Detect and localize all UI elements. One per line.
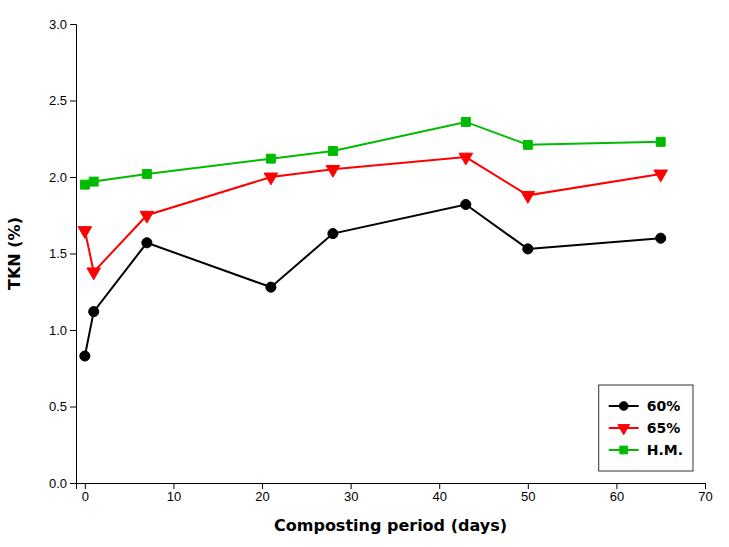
point — [523, 140, 532, 149]
x-tick-mark — [616, 483, 617, 489]
x-tick-label: 60 — [610, 489, 624, 504]
y-tick-label: 3.0 — [49, 17, 67, 32]
line — [85, 157, 661, 272]
point — [266, 154, 275, 163]
x-tick: 50 — [521, 483, 535, 504]
y-axis-line — [70, 25, 77, 484]
x-tick-label: 20 — [255, 489, 269, 504]
point — [461, 117, 470, 126]
point — [654, 170, 668, 182]
legend-label: 65% — [647, 420, 681, 436]
x-tick: 40 — [432, 483, 446, 504]
legend: 60% 65% H.M. — [599, 385, 693, 471]
point — [78, 227, 92, 239]
point — [87, 268, 101, 280]
x-tick-mark — [439, 483, 440, 489]
line — [85, 205, 661, 356]
y-tick-label: 1.0 — [49, 323, 67, 338]
point — [89, 307, 99, 317]
y-axis-title: TKN (%) — [5, 217, 24, 290]
y-tick: 0.0 — [49, 476, 76, 491]
point — [523, 244, 533, 254]
y-tick-label: 1.5 — [49, 246, 67, 261]
point — [328, 147, 337, 156]
y-tick-mark — [70, 330, 76, 331]
y-tick: 2.5 — [49, 93, 76, 108]
x-tick-label: 70 — [698, 489, 712, 504]
legend-label: H.M. — [647, 442, 683, 458]
x-tick-mark — [262, 483, 263, 489]
y-axis: 0.0 0.5 1.0 1.5 2.0 2.5 3.0 — [49, 17, 77, 491]
point — [326, 165, 340, 177]
point — [80, 180, 89, 189]
x-tick-mark — [351, 483, 352, 489]
x-tick: 30 — [344, 483, 358, 504]
x-tick-label: 30 — [344, 489, 358, 504]
point — [521, 191, 535, 203]
point — [264, 173, 278, 185]
y-tick: 0.5 — [49, 399, 76, 414]
legend-item: 60% — [609, 398, 681, 414]
point — [266, 282, 276, 292]
marks — [78, 117, 667, 361]
x-tick-label: 10 — [167, 489, 181, 504]
x-tick: 0 — [82, 483, 89, 504]
legend-marker — [620, 446, 628, 454]
point — [459, 153, 473, 165]
x-tick-label: 50 — [521, 489, 535, 504]
y-tick-mark — [70, 24, 76, 25]
y-tick-label: 2.5 — [49, 93, 67, 108]
point — [656, 137, 665, 146]
point — [461, 199, 471, 209]
x-tick-mark — [528, 483, 529, 489]
legend-label: 60% — [647, 398, 681, 414]
y-tick-mark — [70, 407, 76, 408]
x-tick-mark — [85, 483, 86, 489]
y-tick-label: 0.5 — [49, 399, 67, 414]
legend-marker — [619, 402, 628, 411]
x-axis: 0 10 20 30 40 50 60 70 — [77, 483, 713, 504]
x-tick: 60 — [610, 483, 624, 504]
point — [89, 177, 98, 186]
y-tick-mark — [70, 101, 76, 102]
legend-marker — [618, 425, 630, 435]
y-tick-mark — [70, 254, 76, 255]
x-tick-label: 40 — [432, 489, 446, 504]
plot: 0102030405060700.00.51.01.52.02.53.060%6… — [49, 17, 713, 505]
legend-box — [599, 385, 693, 471]
x-tick-label: 0 — [82, 489, 89, 504]
point — [656, 233, 666, 243]
y-tick: 2.0 — [49, 170, 76, 185]
point — [142, 169, 151, 178]
x-tick-mark — [173, 483, 174, 489]
legend-item: H.M. — [609, 442, 683, 458]
x-tick: 10 — [167, 483, 181, 504]
point — [142, 238, 152, 248]
y-tick-mark — [70, 483, 76, 484]
y-tick-label: 0.0 — [49, 476, 67, 491]
y-tick-mark — [70, 177, 76, 178]
y-tick: 1.0 — [49, 323, 76, 338]
line — [85, 122, 661, 185]
x-tick: 20 — [255, 483, 269, 504]
y-tick: 3.0 — [49, 17, 76, 32]
y-tick-label: 2.0 — [49, 170, 67, 185]
x-tick: 70 — [698, 483, 712, 504]
x-axis-line — [77, 484, 706, 490]
legend-item: 65% — [609, 420, 681, 436]
y-tick: 1.5 — [49, 246, 76, 261]
x-tick-mark — [705, 483, 706, 489]
point — [140, 211, 154, 223]
point — [80, 351, 90, 361]
series — [80, 199, 666, 361]
series — [80, 117, 665, 189]
x-axis-title: Composting period (days) — [274, 516, 507, 535]
chart: 0102030405060700.00.51.01.52.02.53.060%6… — [0, 0, 729, 547]
point — [328, 229, 338, 239]
